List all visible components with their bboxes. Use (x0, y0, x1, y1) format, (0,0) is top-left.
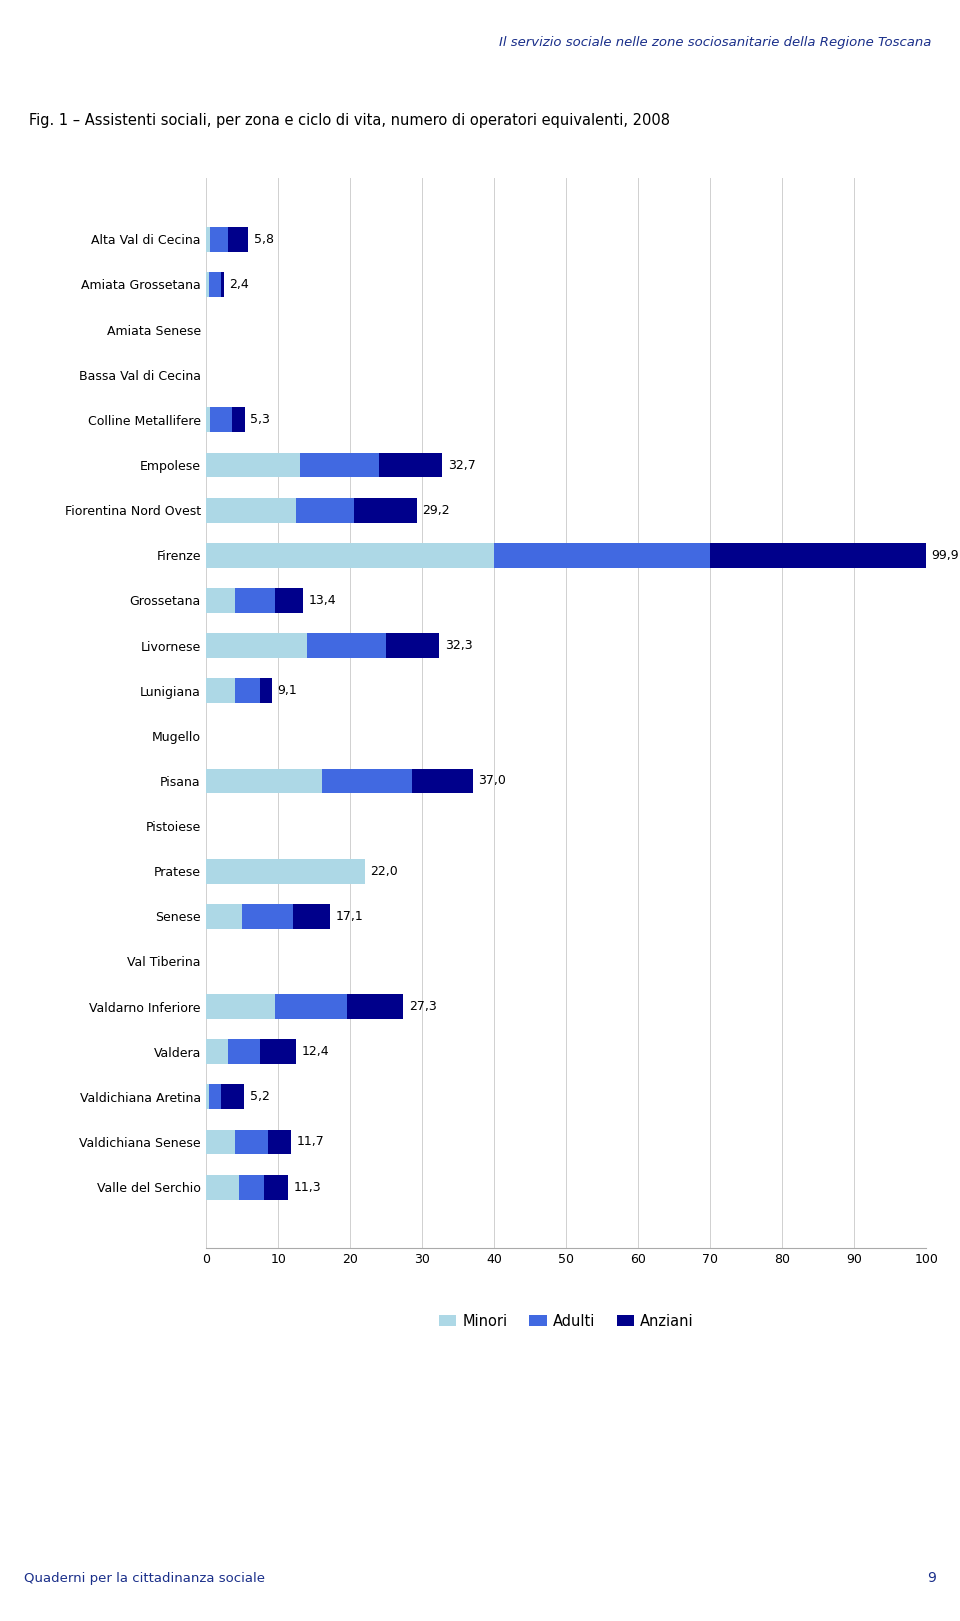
Bar (386, 634, 439, 658)
Bar (206, 498, 297, 522)
Bar (206, 227, 210, 251)
Bar (264, 1175, 288, 1200)
Bar (206, 1039, 228, 1063)
Bar (268, 1130, 291, 1154)
Bar (206, 452, 300, 478)
Bar (206, 1175, 239, 1200)
Bar (221, 1084, 244, 1109)
Text: Fig. 1 – Assistenti sociali, per zona e ciclo di vita, numero di operatori equiv: Fig. 1 – Assistenti sociali, per zona e … (29, 113, 670, 128)
Bar (242, 905, 293, 929)
Bar (206, 588, 235, 613)
Text: 5,2: 5,2 (250, 1091, 270, 1104)
Bar (494, 543, 710, 567)
Bar (275, 588, 303, 613)
Legend: Minori, Adulti, Anziani: Minori, Adulti, Anziani (433, 1308, 700, 1334)
Text: 32,7: 32,7 (447, 459, 475, 472)
Text: 27,3: 27,3 (409, 1000, 437, 1013)
Text: 37,0: 37,0 (478, 775, 507, 788)
Bar (235, 1130, 268, 1154)
Bar (210, 227, 228, 251)
Bar (293, 905, 329, 929)
Bar (297, 498, 354, 522)
Bar (260, 1039, 296, 1063)
Bar (221, 272, 224, 297)
Bar (322, 768, 412, 793)
Text: 29,2: 29,2 (422, 504, 450, 517)
Bar (206, 407, 210, 433)
Bar (235, 588, 275, 613)
Bar (235, 678, 260, 704)
Bar (307, 634, 386, 658)
Bar (228, 1039, 260, 1063)
Text: 5,8: 5,8 (253, 233, 274, 246)
Bar (379, 452, 442, 478)
Bar (206, 1130, 235, 1154)
Bar (206, 994, 275, 1020)
Bar (206, 905, 242, 929)
Text: 12,4: 12,4 (301, 1046, 329, 1059)
Bar (208, 272, 221, 297)
Bar (347, 994, 403, 1020)
Bar (300, 452, 379, 478)
Bar (412, 768, 472, 793)
Bar (239, 1175, 264, 1200)
Bar (228, 227, 248, 251)
Text: 17,1: 17,1 (335, 909, 363, 922)
Bar (206, 768, 322, 793)
Text: 11,7: 11,7 (297, 1135, 324, 1149)
Text: 32,3: 32,3 (444, 639, 472, 652)
Bar (354, 498, 417, 522)
Text: 9,1: 9,1 (277, 684, 298, 697)
Bar (231, 407, 245, 433)
Bar (206, 272, 208, 297)
Text: 22,0: 22,0 (371, 864, 398, 877)
Text: 9: 9 (927, 1571, 936, 1585)
Bar (206, 1084, 208, 1109)
Text: 5,3: 5,3 (251, 413, 270, 426)
Text: 11,3: 11,3 (294, 1180, 322, 1193)
Bar (275, 994, 347, 1020)
Bar (206, 543, 494, 567)
Bar (206, 634, 307, 658)
Bar (260, 678, 272, 704)
Text: 13,4: 13,4 (309, 593, 336, 606)
Bar (210, 407, 231, 433)
Text: Quaderni per la cittadinanza sociale: Quaderni per la cittadinanza sociale (24, 1572, 265, 1585)
Text: 99,9: 99,9 (931, 550, 959, 562)
Bar (206, 678, 235, 704)
Bar (206, 859, 365, 883)
Bar (710, 543, 925, 567)
Text: 2,4: 2,4 (229, 277, 250, 292)
Bar (208, 1084, 221, 1109)
Text: Il servizio sociale nelle zone sociosanitarie della Regione Toscana: Il servizio sociale nelle zone sociosani… (499, 36, 931, 49)
